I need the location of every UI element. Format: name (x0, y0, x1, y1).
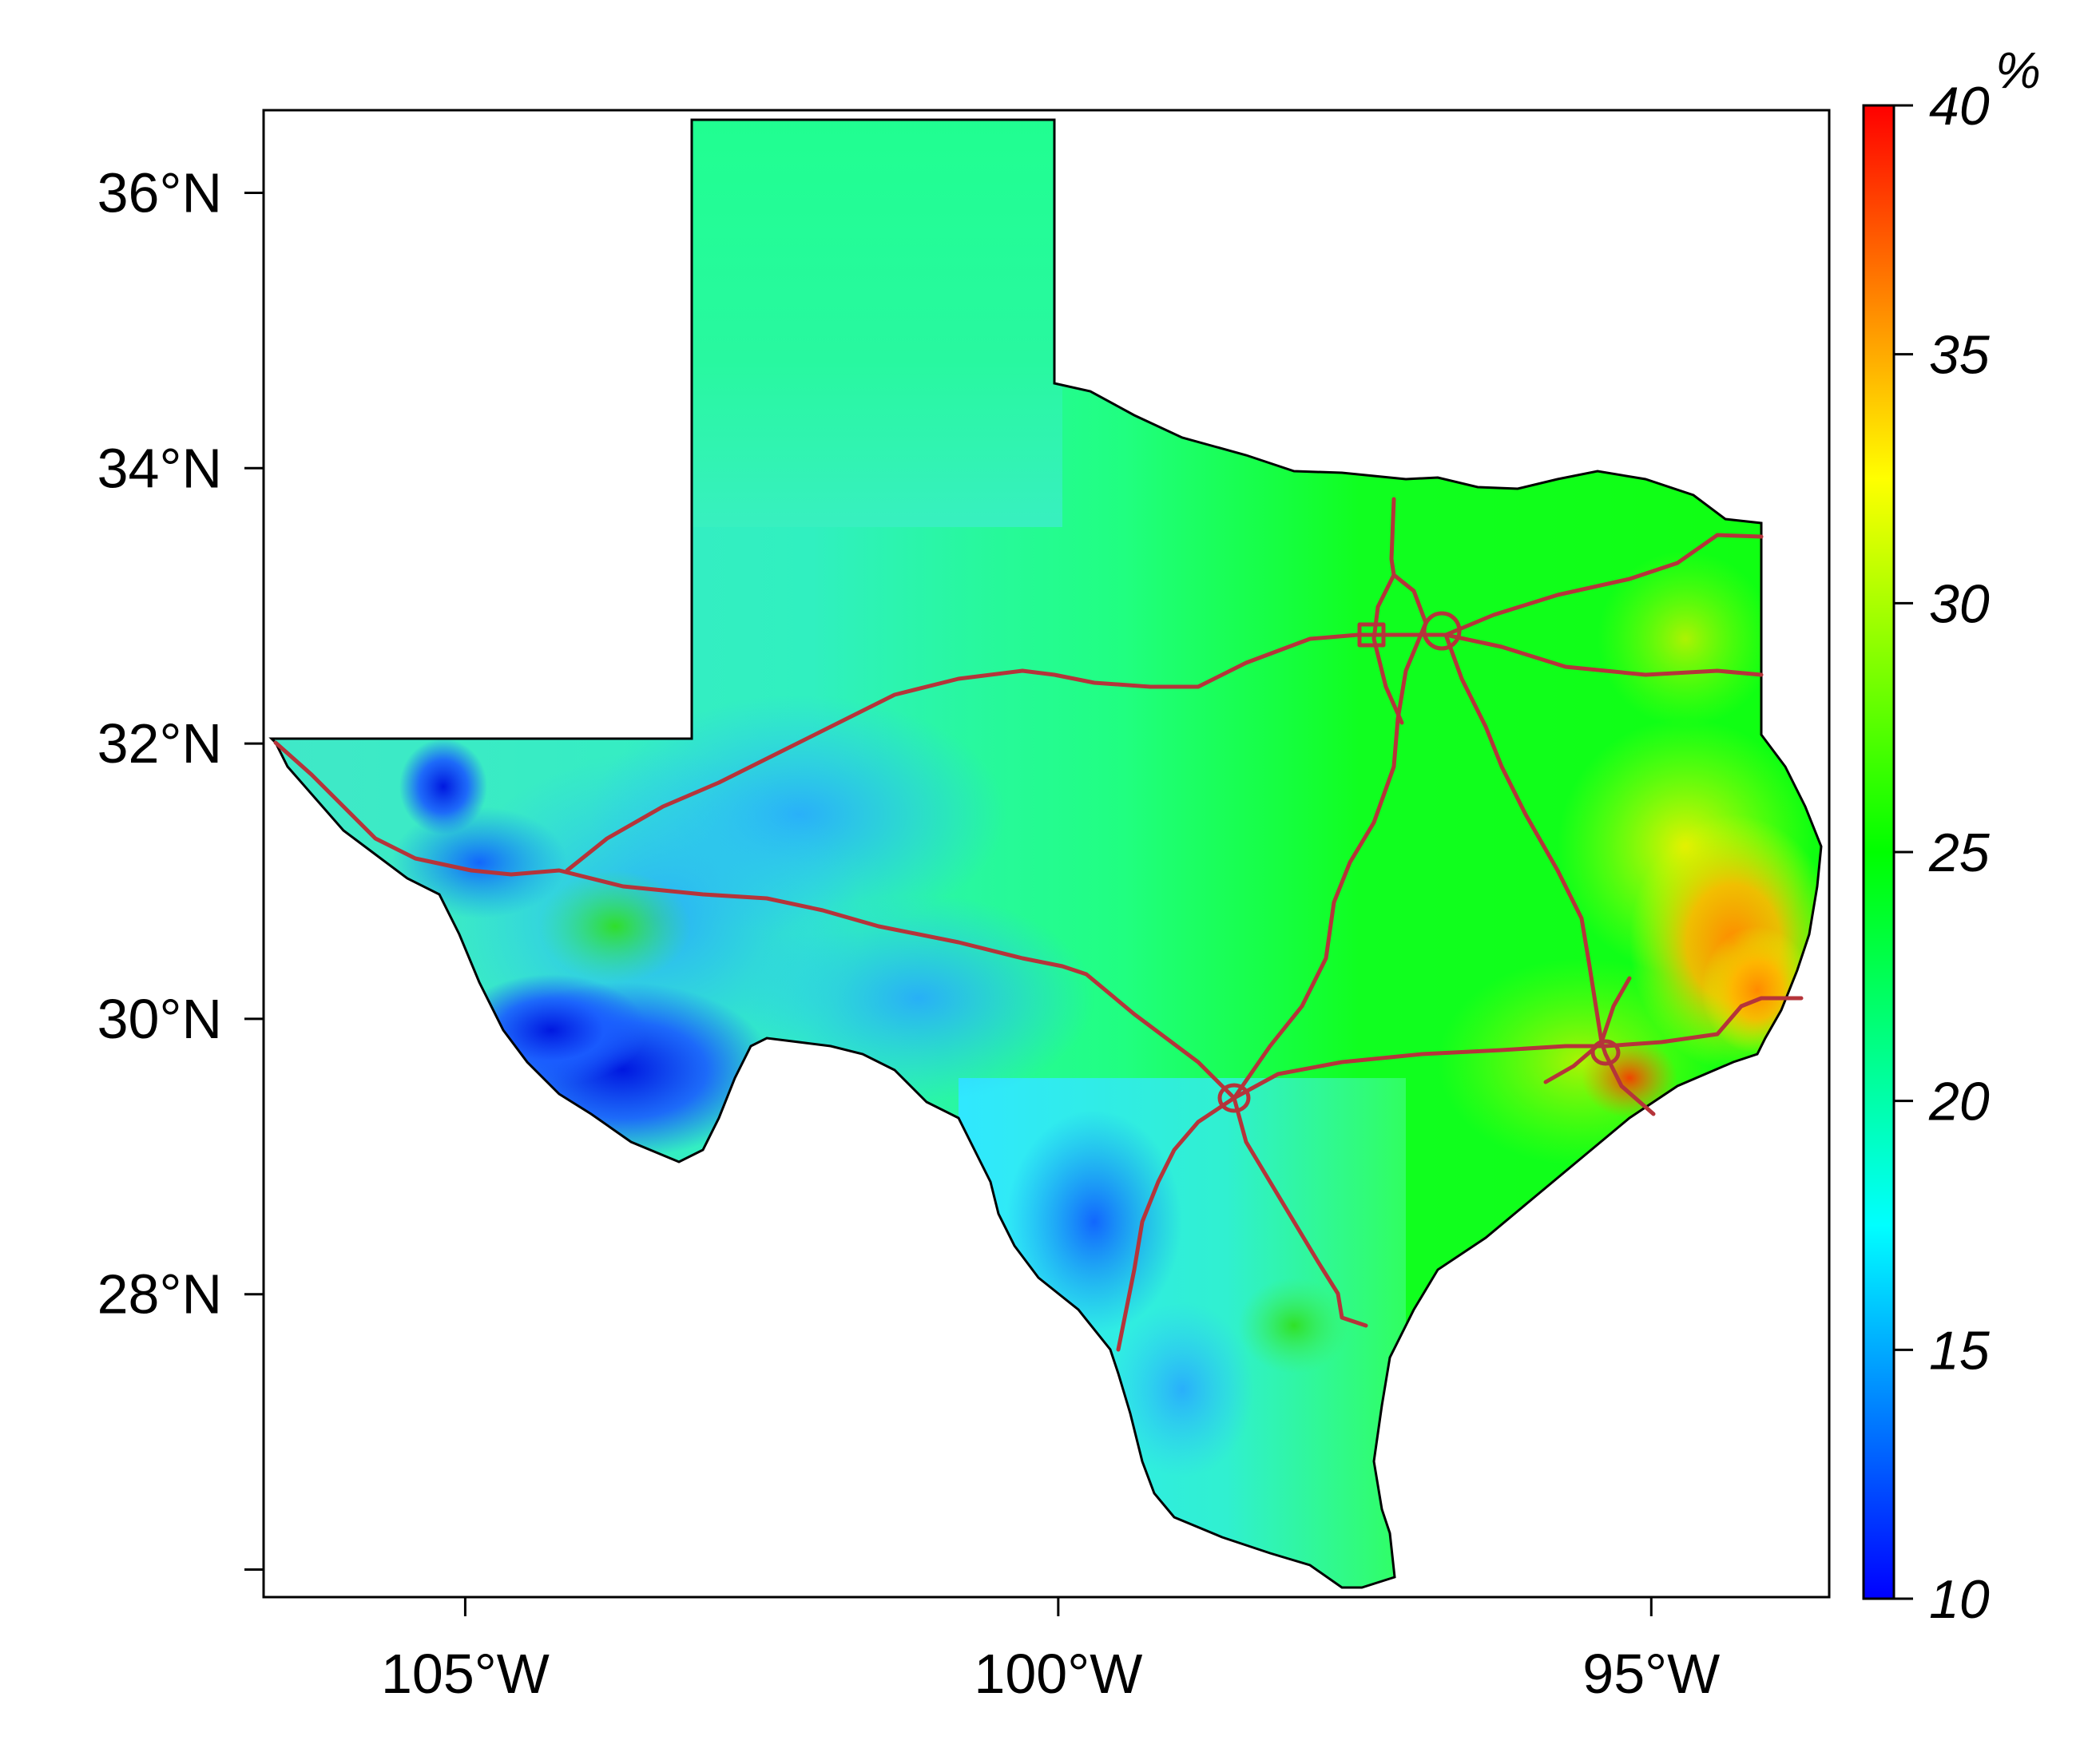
highway-i45 (1443, 632, 1656, 1116)
lon-tick-label: 105°W (381, 1643, 550, 1705)
colorbar-tick-label: 40 (1929, 76, 1990, 137)
lon-tick-label: 100°W (974, 1643, 1142, 1705)
highway-i10-east (1232, 996, 1804, 1100)
colorbar-ticks: 10 15 20 25 30 35 40 (1894, 76, 1990, 1630)
lat-tick-label: 30°N (97, 988, 222, 1050)
colorbar (1862, 104, 1895, 1600)
lat-tick-label: 36°N (97, 161, 222, 224)
highway-network (273, 497, 1804, 1352)
loop-dallas (1422, 611, 1462, 651)
highway-i10-west (273, 740, 1236, 1100)
latitude-axis: 36°N 34°N 32°N 30°N 28°N (97, 161, 264, 1572)
colorbar-unit-label: % (1995, 42, 2041, 99)
colorbar-tick-label: 25 (1928, 823, 1990, 883)
highway-i37 (1232, 1096, 1368, 1328)
loop-houston (1590, 1039, 1621, 1066)
colorbar-tick-label: 35 (1929, 325, 1990, 386)
highway-houston-spur (1599, 976, 1632, 1045)
longitude-axis: 105°W 100°W 95°W (381, 1597, 1720, 1705)
lat-tick-label: 28°N (97, 1263, 222, 1326)
lat-tick-label: 34°N (97, 437, 222, 499)
colorbar-tick-label: 30 (1929, 573, 1990, 634)
colorbar-tick-label: 10 (1929, 1569, 1990, 1630)
highway-i35-east (1371, 573, 1404, 725)
highway-i20 (565, 632, 1360, 873)
colorbar-tick-label: 15 (1929, 1320, 1990, 1381)
lat-tick-label: 32°N (97, 712, 222, 775)
lon-tick-label: 95°W (1582, 1643, 1720, 1705)
loop-san-antonio (1217, 1083, 1251, 1113)
highway-i20-east (1356, 632, 1764, 677)
loop-fort-worth (1357, 622, 1386, 648)
highway-i35 (1116, 497, 1428, 1352)
highway-i30 (1443, 533, 1764, 637)
colorbar-tick-label: 20 (1928, 1072, 1990, 1132)
